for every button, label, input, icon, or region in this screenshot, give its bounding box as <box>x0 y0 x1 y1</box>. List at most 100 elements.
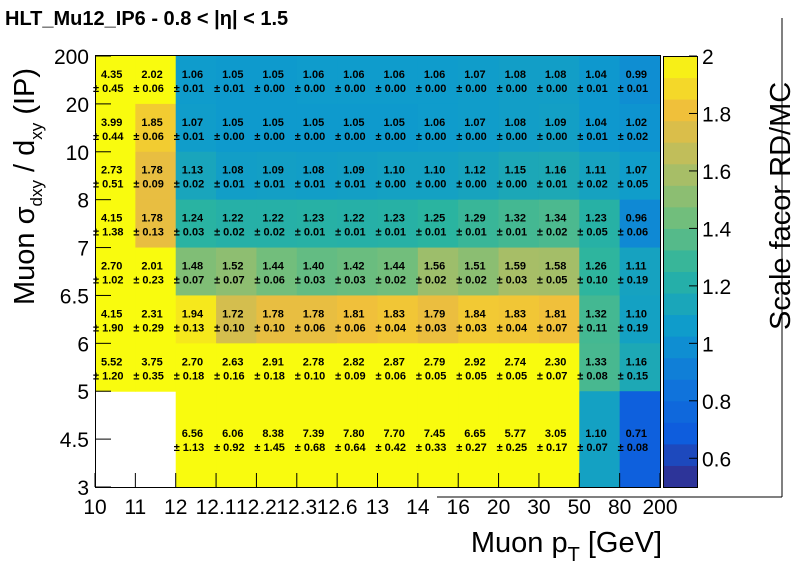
cell-error-label: ± 0.02 <box>416 275 447 287</box>
cell-error-label: ± 0.00 <box>416 179 447 191</box>
heatmap-cell <box>175 199 217 249</box>
palette-frame <box>663 56 698 488</box>
heatmap-cell <box>175 151 217 201</box>
cell-value-label: 1.44 <box>384 261 406 273</box>
cell-error-label: ± 0.27 <box>456 442 487 454</box>
palette-band <box>663 120 697 143</box>
cell-error-label: ± 0.01 <box>577 83 608 95</box>
palette-band <box>663 142 697 165</box>
palette-band <box>663 249 697 272</box>
heatmap-cell <box>377 199 419 249</box>
cell-error-label: ± 0.00 <box>335 131 366 143</box>
cell-error-label: ± 0.02 <box>376 275 407 287</box>
heatmap-cell <box>337 103 378 153</box>
cell-value-label: 1.10 <box>585 428 606 440</box>
heatmap-cell <box>579 103 621 153</box>
palette-band <box>663 271 697 294</box>
cell-error-label: ± 0.06 <box>254 275 285 287</box>
heatmap-cell <box>619 199 661 249</box>
cell-error-label: ± 0.02 <box>537 227 568 239</box>
cell-value-label: 1.23 <box>384 213 405 225</box>
cell-error-label: ± 0.19 <box>618 322 649 334</box>
heatmap-cell <box>619 56 661 105</box>
heatmap-cell <box>135 343 177 392</box>
cell-error-label: ± 0.16 <box>214 370 245 382</box>
heatmap-cell <box>458 56 500 105</box>
cell-value-label: 1.16 <box>626 356 647 368</box>
heatmap-cell <box>175 295 217 344</box>
cell-error-label: ± 0.33 <box>416 442 447 454</box>
y-tick-label: 4.5 <box>60 429 89 452</box>
cell-error-label: ± 0.07 <box>537 322 568 334</box>
y-tick-label: 8 <box>77 190 89 213</box>
cell-value-label: 1.32 <box>585 308 606 320</box>
cell-value-label: 1.29 <box>464 213 485 225</box>
cell-value-label: 1.09 <box>545 117 566 129</box>
cell-error-label: ± 0.00 <box>214 131 245 143</box>
cell-value-label: 1.13 <box>182 165 203 177</box>
palette-band <box>663 336 697 359</box>
cell-value-label: 1.05 <box>222 69 243 81</box>
cell-value-label: 1.24 <box>182 213 204 225</box>
palette-band <box>663 443 697 466</box>
heatmap-cell <box>337 199 378 249</box>
cell-error-label: ± 0.00 <box>254 131 285 143</box>
palette-band <box>663 400 697 423</box>
palette-band <box>663 314 697 337</box>
x-tick-label: 13 <box>366 496 389 519</box>
cell-value-label: 1.42 <box>343 261 364 273</box>
heatmap-cell <box>538 56 580 105</box>
cell-value-label: 1.48 <box>182 261 203 273</box>
cell-error-label: ± 0.00 <box>295 83 326 95</box>
cell-error-label: ± 0.01 <box>456 227 487 239</box>
heatmap-cell <box>458 295 500 344</box>
x-tick-label: 20 <box>487 496 510 519</box>
cell-value-label: 1.04 <box>585 117 607 129</box>
cell-value-label: 6.56 <box>182 428 203 440</box>
heatmap-cell <box>296 56 338 105</box>
cell-value-label: 3.05 <box>545 428 566 440</box>
cell-value-label: 8.38 <box>262 428 283 440</box>
cell-error-label: ± 0.11 <box>577 322 607 334</box>
cell-error-label: ± 0.01 <box>214 179 245 191</box>
cell-error-label: ± 0.00 <box>456 83 487 95</box>
heatmap-cell <box>417 247 459 296</box>
heatmap-cell <box>216 247 257 296</box>
palette-band <box>663 163 697 186</box>
cell-error-label: ± 0.42 <box>376 442 407 454</box>
cell-value-label: 7.70 <box>384 428 405 440</box>
heatmap-cell <box>619 151 661 201</box>
cell-error-label: ± 0.29 <box>133 322 164 334</box>
cell-error-label: ± 0.00 <box>376 131 407 143</box>
color-palette <box>663 56 698 488</box>
cell-value-label: 3.99 <box>101 117 122 129</box>
heatmap-cell <box>377 56 419 105</box>
y-tick-label: 6 <box>77 333 89 356</box>
cell-value-label: 2.73 <box>101 165 122 177</box>
z-tick-label: 0.6 <box>702 448 731 471</box>
cell-value-label: 2.74 <box>505 356 527 368</box>
cell-error-label: ± 0.02 <box>577 179 608 191</box>
cell-value-label: 2.92 <box>464 356 485 368</box>
cell-value-label: 6.06 <box>222 428 243 440</box>
z-tick-label: 1 <box>702 333 714 356</box>
heatmap-cell <box>135 295 177 344</box>
heatmap-cell <box>579 391 621 488</box>
cell-error-label: ± 0.07 <box>537 370 568 382</box>
cell-value-label: 1.09 <box>262 165 283 177</box>
cell-value-label: 4.15 <box>101 213 122 225</box>
cell-error-label: ± 0.06 <box>295 322 326 334</box>
palette-band <box>663 357 697 380</box>
heatmap-cell <box>538 391 580 488</box>
cell-error-label: ± 0.05 <box>497 370 528 382</box>
cell-value-label: 2.70 <box>182 356 203 368</box>
z-tick-label: 1.8 <box>702 103 731 126</box>
cell-value-label: 1.08 <box>505 117 526 129</box>
cell-value-label: 1.08 <box>222 165 243 177</box>
cell-error-label: ± 0.06 <box>133 83 164 95</box>
z-axis-title: Scale facor RD/MC <box>765 82 796 330</box>
heatmap-cell <box>216 295 257 344</box>
cell-value-label: 1.10 <box>424 165 445 177</box>
cell-error-label: ± 0.04 <box>376 322 407 334</box>
